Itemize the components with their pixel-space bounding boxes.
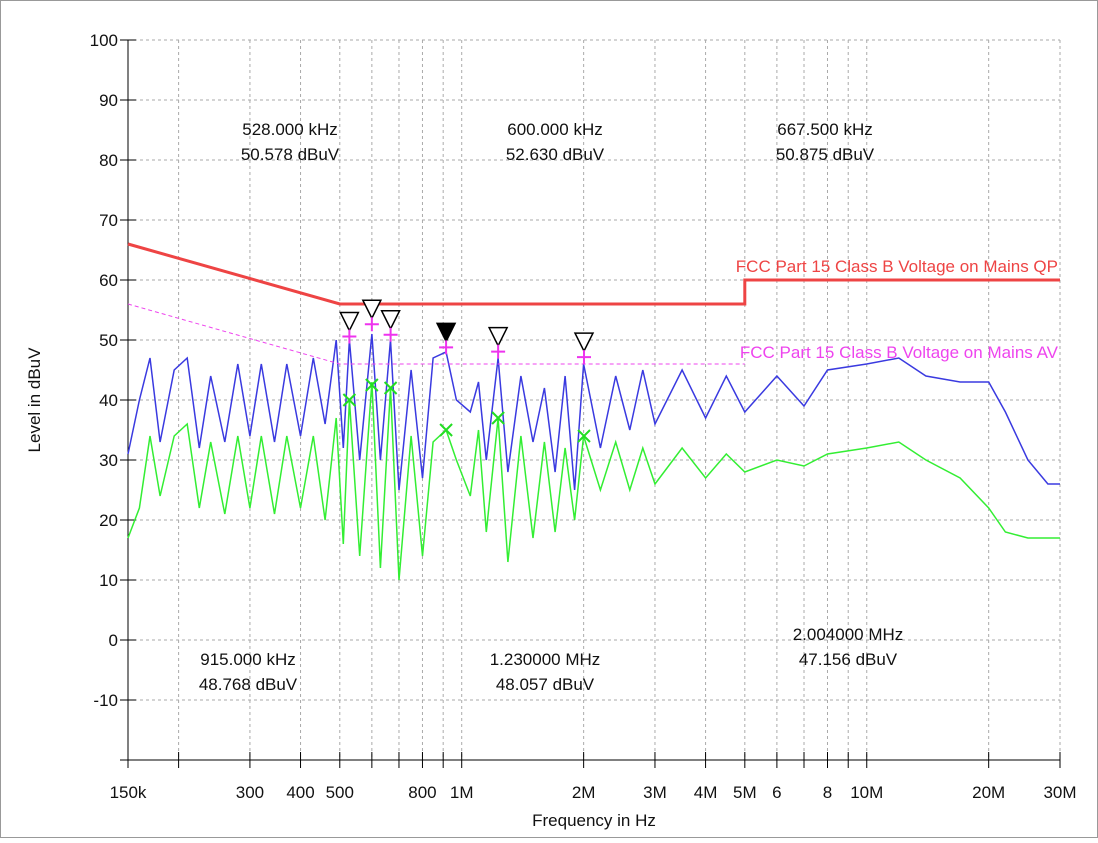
marker-triangle xyxy=(361,299,383,320)
trace xyxy=(127,381,1060,581)
av-marker xyxy=(577,429,591,443)
av-marker xyxy=(342,393,357,407)
marker-level: 47.156 dBuV xyxy=(799,650,898,669)
y-tick-label: 10 xyxy=(99,571,118,590)
x-axis-title: Frequency in Hz xyxy=(532,811,656,830)
limit-line xyxy=(127,242,1060,306)
marker-frequency: 667.500 kHz xyxy=(777,120,872,139)
qp-marker xyxy=(383,327,398,342)
x-tick-label: 30M xyxy=(1043,783,1076,802)
marker-frequency: 600.000 kHz xyxy=(507,120,602,139)
marker-level: 48.768 dBuV xyxy=(199,675,298,694)
x-tick-label: 800 xyxy=(408,783,436,802)
trace xyxy=(127,333,1060,491)
y-tick-label: 90 xyxy=(99,91,118,110)
qp-marker xyxy=(342,329,357,344)
x-tick-label: 5M xyxy=(733,783,757,802)
limit-label: FCC Part 15 Class B Voltage on Mains AV xyxy=(740,343,1059,362)
marker-triangle xyxy=(435,322,457,344)
y-tick-label: 80 xyxy=(99,151,118,170)
marker-triangle xyxy=(573,332,595,353)
x-tick-label: 3M xyxy=(643,783,667,802)
x-tick-label: 300 xyxy=(236,783,264,802)
y-tick-label: 50 xyxy=(99,331,118,350)
marker-level: 50.578 dBuV xyxy=(241,145,340,164)
qp-marker xyxy=(491,344,506,359)
x-tick-label: 6 xyxy=(772,783,781,802)
av-marker xyxy=(491,411,505,425)
x-tick-label: 500 xyxy=(326,783,354,802)
y-tick-label: -10 xyxy=(93,691,118,710)
y-tick-label: 0 xyxy=(109,631,118,650)
av-marker xyxy=(365,378,379,392)
marker-frequency: 1.230000 MHz xyxy=(490,650,601,669)
y-tick-label: 60 xyxy=(99,271,118,290)
x-tick-label: 10M xyxy=(850,783,883,802)
qp-marker xyxy=(576,350,591,365)
y-tick-label: 70 xyxy=(99,211,118,230)
x-tick-label: 400 xyxy=(286,783,314,802)
y-tick-label: 20 xyxy=(99,511,118,530)
marker-frequency: 915.000 kHz xyxy=(200,650,295,669)
marker-triangle xyxy=(339,311,360,333)
limit-label: FCC Part 15 Class B Voltage on Mains QP xyxy=(736,257,1058,276)
qp-marker xyxy=(439,340,454,355)
limit-line xyxy=(127,303,745,365)
x-tick-label: 2M xyxy=(572,783,596,802)
y-tick-label: 40 xyxy=(99,391,118,410)
marker-level: 50.875 dBuV xyxy=(776,145,875,164)
x-tick-label: 1M xyxy=(450,783,474,802)
y-axis-title: Level in dBuV xyxy=(25,347,44,453)
x-tick-label: 8 xyxy=(823,783,832,802)
y-tick-label: 100 xyxy=(90,31,118,50)
x-tick-label: 4M xyxy=(694,783,718,802)
av-marker xyxy=(383,381,398,395)
x-tick-label: 20M xyxy=(972,783,1005,802)
marker-frequency: 528.000 kHz xyxy=(242,120,337,139)
qp-marker xyxy=(364,317,379,332)
marker-frequency: 2.004000 MHz xyxy=(793,625,904,644)
x-tick-label: 150k xyxy=(110,783,147,802)
marker-level: 52.630 dBuV xyxy=(506,145,605,164)
marker-triangle xyxy=(487,326,509,348)
marker-level: 48.057 dBuV xyxy=(496,675,595,694)
av-marker xyxy=(439,423,453,437)
marker-triangle xyxy=(380,310,401,331)
y-tick-label: 30 xyxy=(99,451,118,470)
